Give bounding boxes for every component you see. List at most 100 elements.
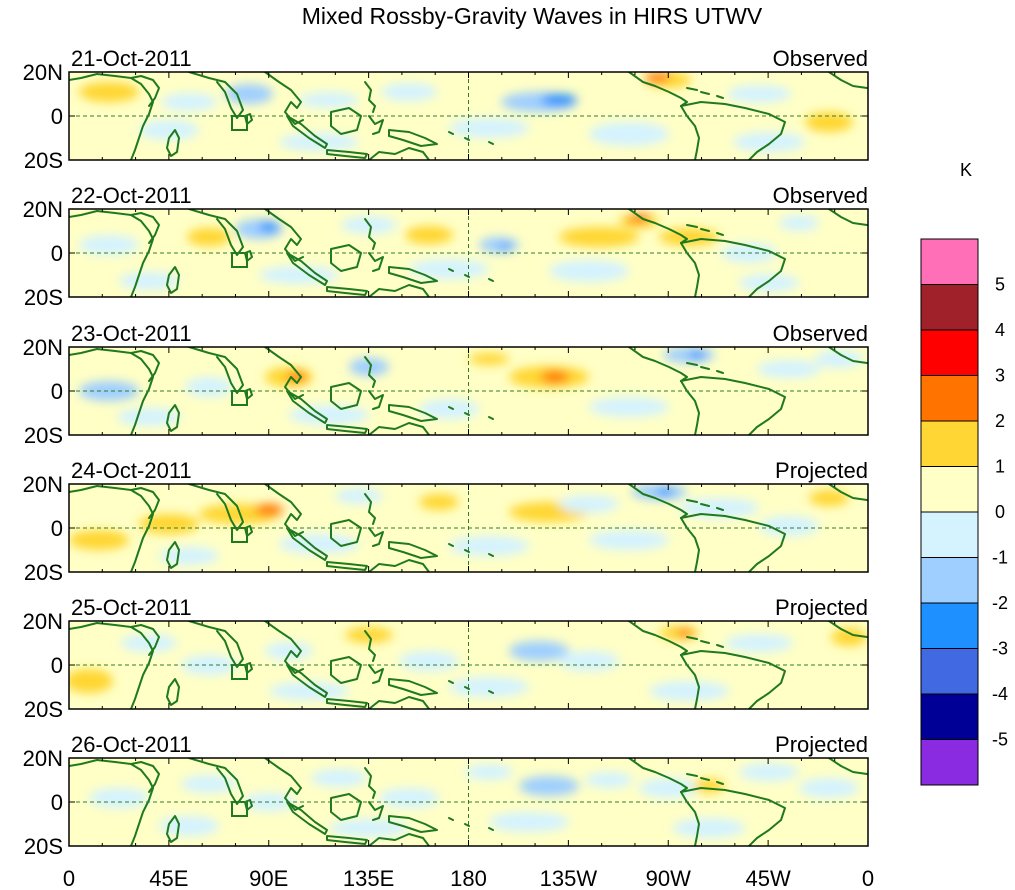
coastline (368, 696, 430, 709)
panel-date: 26-Oct-2011 (71, 732, 192, 757)
anomaly-contour (379, 788, 439, 808)
coastline (326, 561, 368, 571)
colorbar-swatch (920, 693, 979, 740)
colorbar-swatch (920, 238, 979, 285)
anomaly-contour (139, 514, 199, 534)
colorbar-tick-label: -1 (992, 548, 1008, 568)
anomaly-contour (405, 226, 453, 244)
anomaly-contour (649, 681, 729, 701)
anomaly-contour (639, 778, 699, 798)
coastline (448, 268, 494, 282)
coastline (69, 759, 154, 846)
coastline (364, 356, 376, 388)
coastline (448, 680, 494, 694)
coastline (388, 129, 438, 147)
coastline (680, 380, 700, 435)
coastline (326, 698, 368, 708)
anomaly-contour (489, 812, 569, 832)
anomaly-contour (799, 778, 859, 798)
coastlines (69, 621, 868, 709)
anomaly-contour (757, 360, 821, 378)
coastline (326, 286, 368, 296)
latitude-label: 20S (24, 285, 63, 310)
coastline (368, 664, 384, 684)
colorbar-tick-label: 2 (995, 411, 1005, 431)
anomaly-contour (279, 133, 359, 151)
colorbar-swatch (920, 420, 979, 467)
latitude-label: 20S (24, 834, 63, 859)
anomaly-contour (299, 92, 359, 108)
coastline (264, 209, 304, 262)
coastline (188, 484, 244, 531)
longitude-axis: 0 45E 90E 135E 180 135W 90W 45W 0 (63, 866, 874, 890)
coastline (69, 73, 154, 160)
longitude-label: 135W (540, 866, 598, 890)
map-panel: 23-Oct-2011 Observed 20N 0 20S (23, 321, 869, 448)
map-panel: 25-Oct-2011 Projected 20N 0 20S (23, 595, 869, 722)
anomaly-contour (693, 779, 725, 793)
coastline (264, 484, 304, 537)
coastline (448, 131, 494, 145)
anomaly-contour (725, 634, 793, 652)
coastline (130, 624, 160, 656)
anomaly-field (89, 763, 859, 838)
coastline (388, 678, 438, 696)
anomaly-contour (185, 377, 233, 397)
coastline (330, 107, 362, 135)
anomaly-contour (559, 495, 619, 513)
coastline (188, 209, 244, 256)
anomaly-contour (657, 488, 673, 496)
anomaly-contour (449, 536, 529, 556)
anomaly-contour (69, 669, 113, 693)
anomaly-contour (733, 132, 805, 152)
anomaly-contour (89, 788, 149, 808)
panel-date: 23-Oct-2011 (71, 321, 192, 346)
coastline (368, 422, 430, 435)
panel-type: Projected (775, 458, 868, 483)
coastline (286, 527, 328, 561)
anomaly-contour (259, 222, 279, 232)
coastline (188, 347, 244, 394)
map-panel: 26-Oct-2011 Projected 20N 0 20S (23, 732, 869, 859)
latitude-label: 20N (23, 197, 63, 222)
coastline (828, 621, 868, 638)
colorbar-swatch (920, 511, 979, 558)
latitude-label: 0 (51, 516, 63, 541)
latitude-label: 20S (24, 560, 63, 585)
coastline (680, 650, 786, 709)
coastline (166, 678, 180, 706)
latitude-label: 20S (24, 423, 63, 448)
tick-marks (68, 71, 869, 161)
tick-marks (68, 757, 869, 847)
anomaly-contour (589, 397, 669, 417)
anomaly-contour (815, 350, 863, 368)
longitude-label: 45E (149, 866, 188, 890)
anomaly-contour (759, 516, 819, 536)
colorbar-swatch (920, 329, 979, 376)
coastline (188, 758, 244, 805)
coastline (286, 115, 328, 149)
latitude-label: 20N (23, 335, 63, 360)
coastlines (69, 758, 868, 846)
coastline (628, 484, 688, 519)
coastline (686, 773, 724, 785)
anomaly-contour (739, 763, 799, 781)
coastlines (69, 347, 868, 435)
latitude-label: 0 (51, 790, 63, 815)
colorbar-swatch (920, 284, 979, 331)
coastline (680, 238, 786, 297)
anomaly-field (69, 626, 867, 701)
coastline (828, 209, 868, 226)
coastline (326, 149, 368, 159)
coastline (330, 244, 362, 272)
latitude-label: 0 (51, 653, 63, 678)
coastline (628, 621, 688, 656)
anomaly-contour (645, 73, 665, 83)
coastline (69, 348, 154, 435)
anomaly-contour (419, 399, 479, 419)
anomaly-contour (831, 628, 867, 646)
coastline (166, 129, 180, 157)
anomaly-contour (689, 351, 705, 359)
anomaly-contour (349, 358, 389, 376)
longitude-label: 45W (746, 866, 791, 890)
